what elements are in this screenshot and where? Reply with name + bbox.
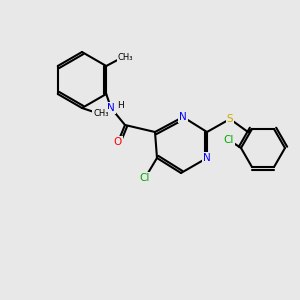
Text: N: N (203, 153, 211, 163)
Text: CH₃: CH₃ (93, 110, 109, 118)
Text: CH₃: CH₃ (118, 52, 133, 62)
Text: H: H (118, 100, 124, 109)
Text: N: N (179, 112, 187, 122)
Text: N: N (107, 103, 115, 113)
Text: S: S (227, 114, 233, 124)
Text: Cl: Cl (224, 135, 234, 145)
Text: O: O (114, 137, 122, 147)
Text: Cl: Cl (140, 173, 150, 183)
